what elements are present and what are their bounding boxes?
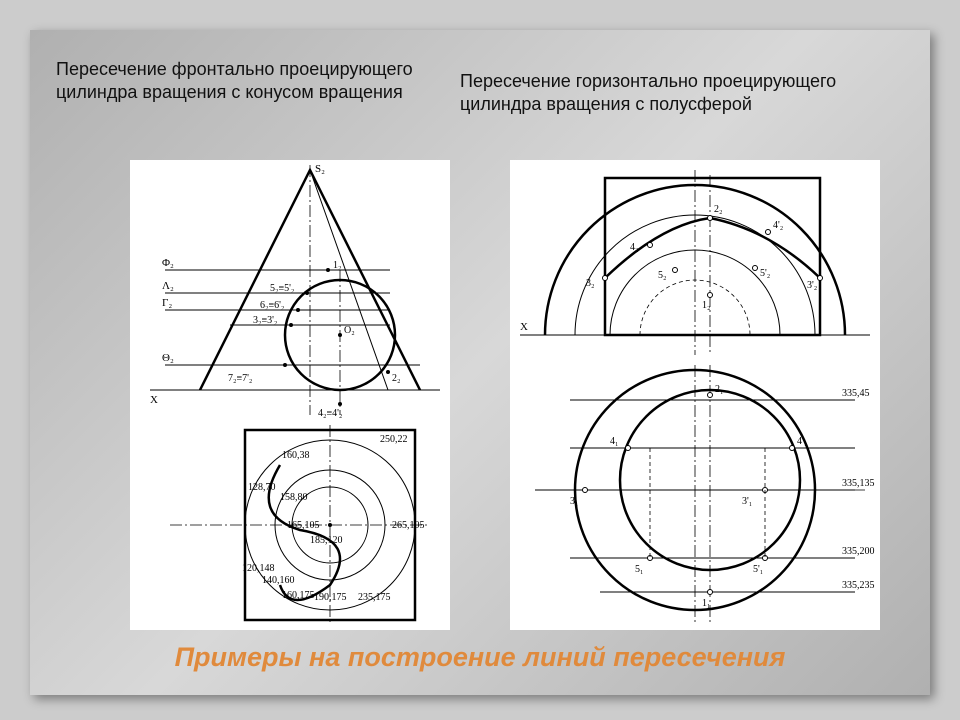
pt-1_2: 1₂ bbox=[333, 260, 342, 271]
lb-6p1: 158,80 bbox=[280, 492, 308, 503]
caption-right: Пересечение горизонтально проецирующего … bbox=[460, 70, 880, 115]
diagram-left-top: X Φ₂ Λ₂ Γ₂ Θ₂ S₂ bbox=[130, 160, 450, 420]
lbl-S2: S₂ bbox=[315, 163, 325, 175]
rp-3_2: 3₂ bbox=[586, 278, 595, 289]
rp-2_2: 2₂ bbox=[714, 204, 723, 215]
rp-4p2: 4'₂ bbox=[773, 220, 783, 231]
bp-4_1: 4₁ bbox=[610, 436, 619, 447]
lbl-phi2: Φ₂ bbox=[162, 257, 174, 269]
page: Пересечение фронтально проецирующего цил… bbox=[0, 0, 960, 720]
slide-panel: Пересечение фронтально проецирующего цил… bbox=[30, 30, 930, 695]
lb-S1: 185,120 bbox=[310, 535, 343, 546]
rp-1_2: 1₂ bbox=[702, 300, 711, 311]
lb-3_1: 120,148 bbox=[242, 563, 275, 574]
bp-3p1: 3'₁ bbox=[742, 496, 752, 507]
pt-O2: O₂ bbox=[344, 325, 355, 336]
lbl-Sig1: 335,200 bbox=[842, 546, 875, 557]
pt-2_2: 2₂ bbox=[392, 373, 401, 384]
lbl-gamma2: Γ₂ bbox=[162, 297, 172, 309]
lbl-X-r: X bbox=[520, 321, 528, 333]
slide-title: Примеры на построение линий пересечения bbox=[30, 642, 930, 673]
lbl-Th1: 335,135 bbox=[842, 478, 875, 489]
lbl-lambda2: Λ₂ bbox=[162, 280, 174, 292]
bp-5_1: 5₁ bbox=[635, 564, 644, 575]
lb-7_1: 160,175 bbox=[282, 590, 315, 601]
caption-left: Пересечение фронтально проецирующего цил… bbox=[56, 58, 416, 103]
diagram-right-top: X 2₂ 4'₂ 4₂ 5₂ bbox=[510, 160, 880, 360]
bp-3_1: 3₁ bbox=[570, 496, 579, 507]
rp-4_2: 4₂ bbox=[630, 242, 639, 253]
svg-left-bottom: 250,22 128,70 160,38 158,80 165,105 185,… bbox=[130, 420, 450, 630]
lb-4p1: 250,22 bbox=[380, 434, 408, 445]
lb-2_1: 265,105 bbox=[392, 520, 425, 531]
lb-4_1: 235,175 bbox=[358, 592, 391, 603]
rp-5_2: 5₂ bbox=[658, 270, 667, 281]
lbl-theta2: Θ₂ bbox=[162, 352, 174, 364]
pt-4_2: 4₂≡4'₂ bbox=[318, 408, 342, 419]
lb-6_1: 140,160 bbox=[262, 575, 295, 586]
bp-1_1: 1₁ bbox=[702, 598, 711, 609]
svg-right-top: X 2₂ 4'₂ 4₂ 5₂ bbox=[510, 160, 880, 360]
lbl-Phi1: 335,235 bbox=[842, 580, 875, 591]
svg-right-bottom: 335,45 335,135 335,200 335,235 2₁ 4₁ 4'₁… bbox=[510, 360, 880, 630]
rp-3p2: 3'₂ bbox=[807, 280, 817, 291]
pt-5_2: 5₂≡5'₂ bbox=[270, 283, 294, 294]
lb-5_1: 190,175 bbox=[314, 592, 347, 603]
lb-1_1: 165,105 bbox=[287, 520, 320, 531]
pt-6_2: 6₂≡6'₂ bbox=[260, 300, 284, 311]
lbl-G1: 335,45 bbox=[842, 388, 870, 399]
lb-7p1: 160,38 bbox=[282, 450, 310, 461]
diagram-left-bottom: 250,22 128,70 160,38 158,80 165,105 185,… bbox=[130, 420, 450, 630]
bp-5p1: 5'₁ bbox=[753, 564, 763, 575]
diagram-right-bottom: 335,45 335,135 335,200 335,235 2₁ 4₁ 4'₁… bbox=[510, 360, 880, 630]
lb-3p1: 128,70 bbox=[248, 482, 276, 493]
pt-3_2: 3₂≡3'₂ bbox=[253, 315, 277, 326]
bp-4p1: 4'₁ bbox=[797, 436, 807, 447]
lbl-X: X bbox=[150, 394, 158, 406]
svg-left-top: X Φ₂ Λ₂ Γ₂ Θ₂ S₂ bbox=[130, 160, 450, 420]
pt-7_2: 7₂≡7'₂ bbox=[228, 373, 252, 384]
rp-5p2: 5'₂ bbox=[760, 268, 770, 279]
bp-2_1: 2₁ bbox=[715, 384, 724, 395]
